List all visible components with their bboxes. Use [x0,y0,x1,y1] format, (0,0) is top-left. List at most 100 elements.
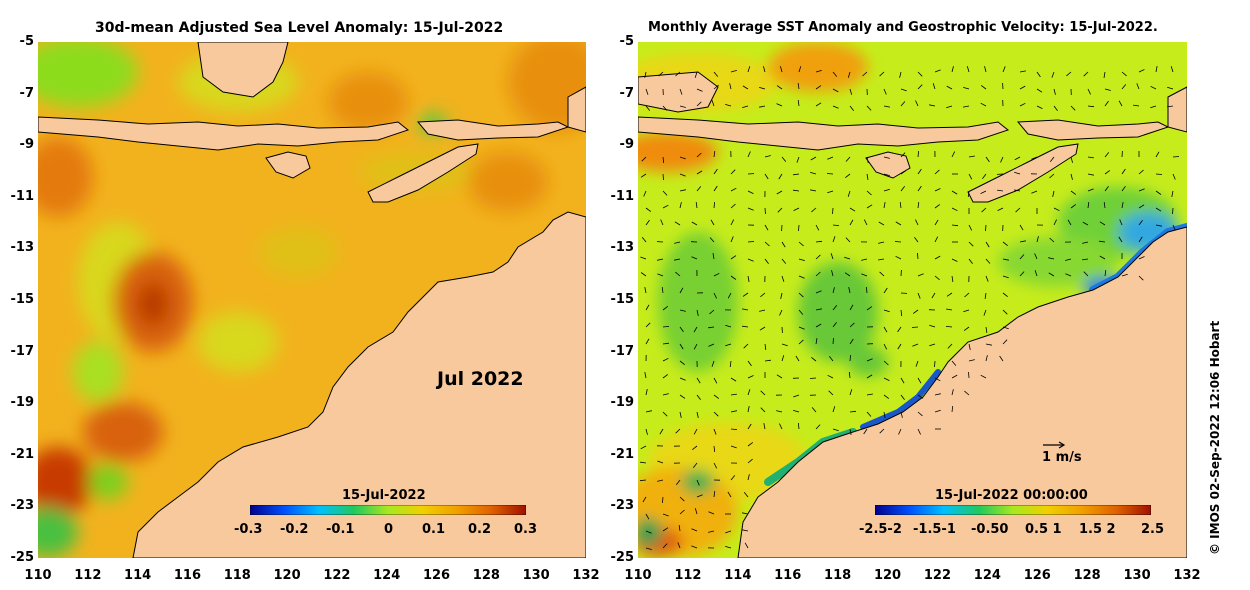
velocity-vector [883,360,889,366]
velocity-vector [1014,171,1021,175]
velocity-vector [662,190,668,196]
velocity-vector [713,411,719,417]
velocity-vector [866,411,872,417]
velocity-vector [1083,271,1089,277]
velocity-vector [640,256,647,260]
velocity-vector [780,292,783,299]
left-colorbar-title: 15-Jul-2022 [342,488,426,503]
velocity-vector [984,292,987,299]
velocity-vector [747,207,754,211]
velocity-vector [815,102,822,107]
geostrophic-velocity-vectors [639,66,1180,550]
velocity-vector [713,71,719,77]
velocity-vector [946,105,953,109]
velocity-vector [645,219,650,226]
velocity-vector [711,360,715,367]
velocity-vector [696,170,703,175]
sumba-island [265,151,311,179]
velocity-vector [951,151,956,158]
velocity-vector [968,241,974,247]
velocity-vector [759,309,766,312]
velocity-vector [1034,270,1038,277]
velocity-vector [645,88,649,95]
velocity-vector [934,393,941,396]
velocity-vector [985,258,991,264]
velocity-vector [662,326,670,328]
velocity-vector [866,286,868,294]
velocity-vector [861,273,868,277]
velocity-vector [1119,219,1123,226]
velocity-vector [1070,156,1073,163]
velocity-vector [911,326,919,328]
velocity-vector [781,355,785,362]
velocity-vector [917,411,923,417]
velocity-vector [878,221,885,226]
velocity-vector [980,102,987,107]
velocity-vector [849,410,857,413]
velocity-vector [759,87,766,90]
velocity-vector [645,207,652,212]
velocity-vector [1150,105,1157,109]
velocity-vector [1053,88,1056,95]
velocity-vector [917,292,921,299]
velocity-vector [679,287,684,294]
velocity-vector [645,530,652,534]
velocity-vector [809,377,817,379]
velocity-vector [1019,224,1024,231]
velocity-vector [1138,69,1145,73]
velocity-vector [1121,273,1128,277]
velocity-vector [827,374,834,379]
velocity-vector [674,241,681,244]
velocity-vector [929,343,936,347]
velocity-vector [1087,88,1091,95]
velocity-vector [713,272,720,277]
velocity-vector [710,219,715,226]
left-colorbar-tick: 0.1 [422,522,446,537]
right-colorbar [875,505,1151,515]
velocity-vector [815,308,822,311]
velocity-vector [1172,224,1176,231]
velocity-vector [1019,85,1026,90]
velocity-vector [1002,241,1008,247]
velocity-vector [883,309,890,313]
velocity-vector [1014,189,1021,192]
velocity-vector [742,512,749,515]
velocity-vector [1051,71,1055,78]
lat-tick-label: -21 [610,446,635,462]
velocity-vector [951,224,959,227]
velocity-vector [1002,326,1009,330]
velocity-vector [694,508,698,515]
velocity-vector [917,185,922,192]
velocity-vector [832,71,838,77]
velocity-vector [934,360,936,368]
velocity-vector [934,409,941,413]
velocity-vector [678,525,681,532]
velocity-vector [662,374,669,379]
velocity-vector [832,236,836,243]
lon-tick-label: 124 [973,568,1001,583]
velocity-vector [985,224,987,232]
sumba-island [865,151,911,179]
velocity-vector [1083,71,1089,77]
velocity-vector [795,355,800,362]
velocity-vector [832,105,839,109]
velocity-vector [900,152,906,158]
velocity-vector [968,359,975,362]
velocity-vector [713,168,718,175]
velocity-vector [696,494,703,498]
velocity-vector [679,394,686,399]
velocity-vector [1082,241,1089,244]
velocity-vector [879,428,885,434]
lat-tick-label: -15 [10,292,35,307]
velocity-vector [713,428,717,435]
velocity-vector [831,270,834,277]
velocity-vector [662,204,669,209]
velocity-vector [866,173,869,180]
velocity-vector [934,377,941,382]
velocity-vector [713,292,717,299]
velocity-vector [951,374,958,379]
velocity-vector [811,207,817,213]
velocity-vector [899,202,902,209]
lon-tick-label: 122 [323,568,351,583]
velocity-vector [679,411,682,418]
